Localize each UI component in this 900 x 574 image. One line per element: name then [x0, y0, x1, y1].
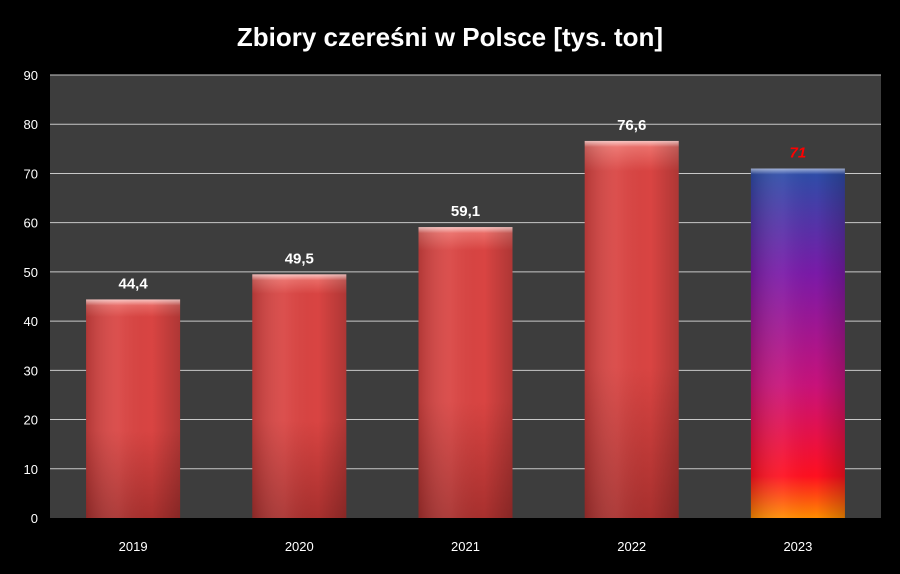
value-label-2020: 49,5 [285, 250, 314, 267]
bar-cap [750, 168, 845, 175]
y-tick-label: 80 [24, 117, 38, 132]
bar-shading [418, 227, 513, 518]
y-tick-label: 20 [24, 413, 38, 428]
x-tick-label: 2020 [285, 539, 314, 554]
bar-shading [750, 168, 845, 518]
data-labels: 44,4 49,5 59,1 76,6 71 [118, 117, 806, 292]
y-tick-label: 50 [24, 265, 38, 280]
value-label-2022: 76,6 [617, 117, 646, 134]
bar-cap [584, 140, 679, 147]
bar-2021 [418, 227, 513, 518]
y-tick-label: 10 [24, 462, 38, 477]
x-tick-label: 2023 [783, 539, 812, 554]
bar-cap [86, 299, 181, 306]
value-label-2021: 59,1 [451, 203, 480, 220]
bar-shading [584, 140, 679, 519]
y-tick-label: 90 [24, 68, 38, 83]
y-tick-label: 60 [24, 216, 38, 231]
x-axis-ticks: 2019 2020 2021 2022 2023 [119, 539, 813, 554]
y-tick-label: 0 [31, 511, 38, 526]
y-tick-label: 70 [24, 166, 38, 181]
bars [86, 140, 845, 519]
bar-cap [418, 227, 513, 234]
bar-cap [252, 274, 347, 281]
x-tick-label: 2021 [451, 539, 480, 554]
bar-shading [86, 299, 181, 518]
bar-2019 [86, 299, 181, 518]
value-label-2019: 44,4 [118, 275, 148, 292]
value-label-2023: 71 [790, 145, 807, 162]
bar-shading [252, 274, 347, 518]
y-tick-label: 40 [24, 314, 38, 329]
y-axis-ticks: 0 10 20 30 40 50 60 70 80 90 [24, 68, 38, 526]
chart-title: Zbiory czereśni w Polsce [tys. ton] [237, 22, 663, 52]
bar-2020 [252, 274, 347, 518]
x-tick-label: 2019 [119, 539, 148, 554]
x-tick-label: 2022 [617, 539, 646, 554]
bar-2023 [750, 168, 845, 518]
bar-2022 [584, 140, 679, 519]
y-tick-label: 30 [24, 363, 38, 378]
